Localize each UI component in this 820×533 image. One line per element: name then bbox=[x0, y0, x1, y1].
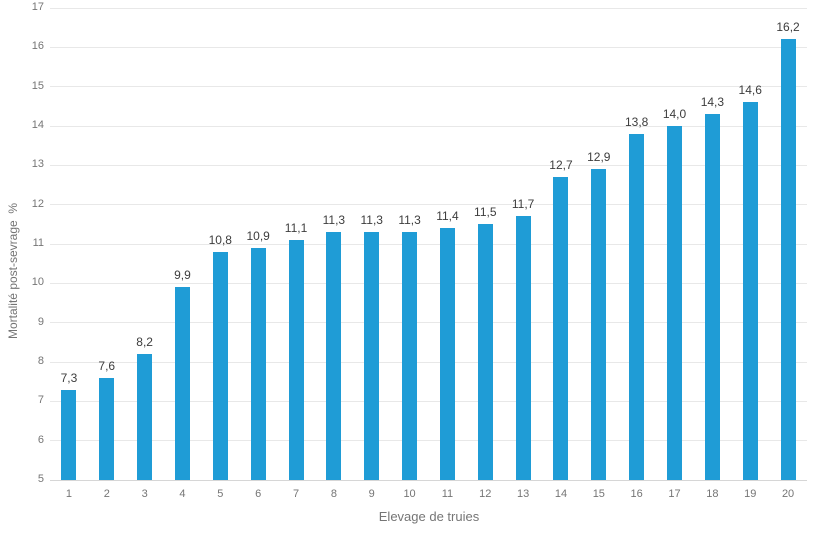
y-tick-label: 6 bbox=[37, 433, 44, 446]
y-tick-label: 17 bbox=[31, 1, 44, 13]
x-tick-label: 4 bbox=[179, 488, 186, 500]
bar-value-label: 10,9 bbox=[246, 228, 270, 243]
y-gridline bbox=[50, 322, 807, 324]
x-axis-line bbox=[50, 479, 807, 481]
bar bbox=[667, 126, 683, 480]
bar-value-label: 11,3 bbox=[360, 213, 383, 228]
x-tick-label: 11 bbox=[441, 488, 454, 500]
x-tick-label: 20 bbox=[781, 488, 795, 500]
y-tick-label: 10 bbox=[31, 276, 44, 289]
y-gridline bbox=[50, 243, 807, 245]
y-gridline bbox=[50, 361, 807, 363]
bar bbox=[515, 216, 531, 480]
bar bbox=[402, 232, 418, 480]
bar-value-label: 11,3 bbox=[398, 213, 421, 228]
x-tick-label: 16 bbox=[630, 488, 643, 500]
bar-value-label: 7,6 bbox=[98, 358, 116, 373]
bar-value-label: 16,2 bbox=[776, 20, 800, 35]
bar-value-label: 10,8 bbox=[208, 232, 232, 247]
bar-value-label: 12,9 bbox=[587, 150, 611, 165]
x-tick-label: 3 bbox=[141, 488, 148, 500]
x-tick-label: 1 bbox=[65, 488, 72, 500]
bar bbox=[477, 224, 493, 480]
y-tick-label: 16 bbox=[31, 40, 44, 53]
x-tick-label: 18 bbox=[706, 488, 719, 500]
bar bbox=[364, 232, 380, 480]
x-tick-label: 9 bbox=[368, 488, 375, 500]
x-tick-label: 2 bbox=[103, 488, 110, 500]
bar bbox=[629, 133, 645, 480]
y-gridline bbox=[50, 46, 807, 48]
bar bbox=[250, 247, 266, 480]
bar bbox=[99, 377, 115, 480]
y-tick-label: 15 bbox=[31, 79, 44, 92]
y-tick-label: 5 bbox=[37, 473, 44, 485]
x-tick-label: 14 bbox=[554, 488, 568, 500]
bar-value-label: 7,3 bbox=[60, 370, 78, 385]
x-tick-label: 13 bbox=[517, 488, 530, 500]
x-tick-label: 7 bbox=[292, 488, 300, 500]
bar-value-label: 11,7 bbox=[511, 197, 535, 212]
bar bbox=[591, 169, 607, 480]
bar bbox=[137, 354, 153, 480]
bar bbox=[780, 39, 796, 480]
y-tick-label: 13 bbox=[31, 158, 44, 171]
bar bbox=[553, 177, 569, 480]
x-tick-label: 15 bbox=[592, 488, 605, 500]
y-tick-label: 11 bbox=[32, 237, 44, 249]
y-gridline bbox=[50, 440, 807, 442]
y-tick-label: 8 bbox=[37, 355, 44, 367]
bar bbox=[61, 389, 77, 480]
bar-value-label: 11,4 bbox=[436, 209, 459, 224]
bar bbox=[704, 114, 720, 480]
bar-value-label: 8,2 bbox=[136, 335, 153, 350]
bar bbox=[439, 228, 455, 480]
y-tick-label: 9 bbox=[37, 315, 44, 328]
x-tick-label: 10 bbox=[403, 488, 416, 500]
bar bbox=[326, 232, 342, 480]
bar bbox=[288, 240, 304, 480]
bar-value-label: 13,8 bbox=[624, 114, 649, 129]
y-gridline bbox=[50, 282, 807, 284]
y-gridline bbox=[50, 204, 807, 206]
x-axis-title: Elevage de truies bbox=[378, 509, 480, 524]
bar-value-label: 11,5 bbox=[474, 205, 497, 220]
bar-value-label: 14,3 bbox=[700, 95, 725, 110]
x-tick-label: 5 bbox=[217, 488, 224, 500]
bar-value-label: 14,6 bbox=[738, 83, 762, 98]
y-gridline bbox=[50, 7, 807, 9]
bar bbox=[212, 251, 228, 480]
y-gridline bbox=[50, 125, 807, 127]
bar-value-label: 12,7 bbox=[549, 158, 573, 173]
y-gridline bbox=[50, 400, 807, 402]
bar bbox=[742, 102, 758, 480]
bar-value-label: 11,3 bbox=[322, 213, 346, 228]
y-tick-label: 12 bbox=[31, 197, 44, 210]
y-tick-label: 14 bbox=[31, 119, 44, 131]
x-tick-label: 17 bbox=[668, 488, 681, 500]
x-tick-label: 12 bbox=[479, 488, 492, 500]
y-gridline bbox=[50, 164, 807, 166]
x-tick-label: 8 bbox=[330, 488, 337, 500]
bar-value-label: 9,9 bbox=[174, 268, 191, 283]
y-gridline bbox=[50, 86, 807, 88]
bar-value-label: 11,1 bbox=[284, 221, 308, 236]
bar-value-label: 14,0 bbox=[662, 107, 687, 121]
x-tick-label: 6 bbox=[255, 488, 262, 500]
y-tick-label: 7 bbox=[37, 394, 44, 407]
bar bbox=[174, 287, 190, 480]
x-tick-label: 19 bbox=[744, 488, 757, 500]
